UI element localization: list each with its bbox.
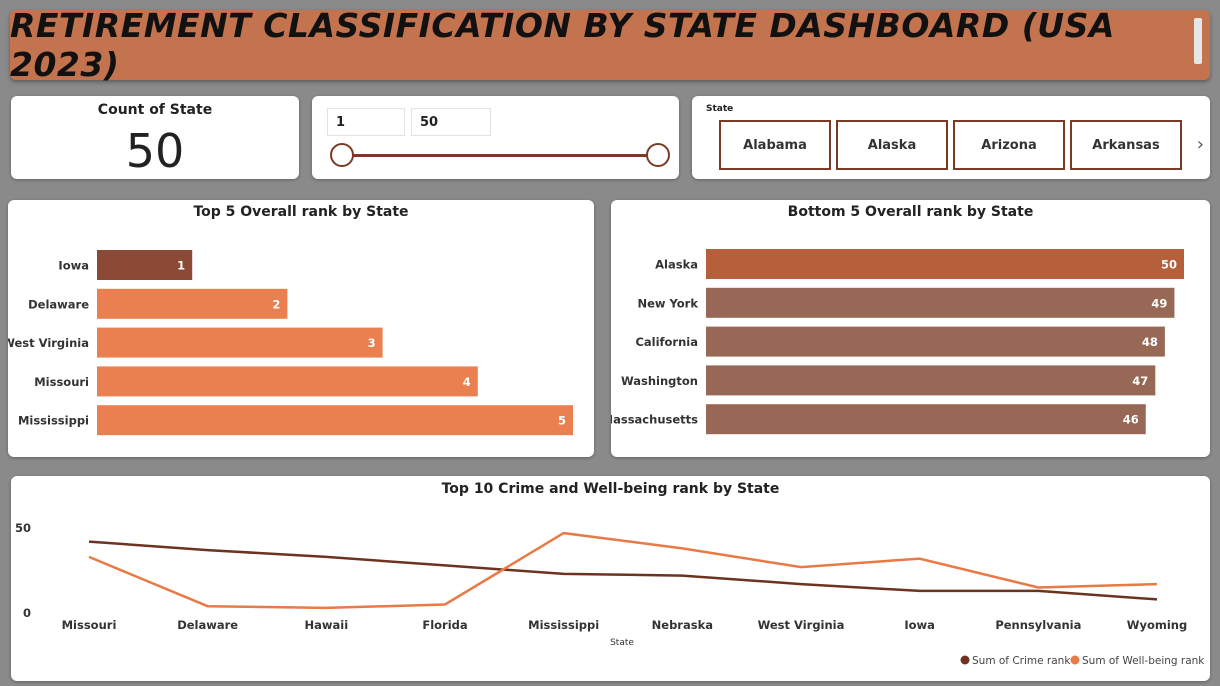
data-label-delaware: 2	[272, 297, 280, 311]
bar-iowa[interactable]	[97, 250, 193, 280]
top5-chart-title: Top 5 Overall rank by State	[193, 204, 409, 220]
chevron-right-icon[interactable]: ›	[1196, 134, 1204, 155]
top5-bar-chart: Iowa 1 Delaware 2 West Virginia 3 Missouri 4 Mis…	[8, 250, 573, 436]
y-tick-label-mississippi: Mississippi	[18, 414, 89, 428]
y-tick-label-west-virginia: West Virginia	[8, 336, 89, 350]
range-slider-max-handle[interactable]	[646, 143, 670, 167]
state-slicer: State Alabama Alaska Arizona Arkansas ›	[692, 96, 1210, 179]
state-option-alaska[interactable]: Alaska	[836, 120, 948, 170]
y-tick-label-delaware: Delaware	[28, 297, 89, 311]
y-tick-label-washington: Washington	[621, 374, 698, 388]
y-tick-label-massachusetts: Massachusetts	[611, 413, 698, 427]
state-option-alabama[interactable]: Alabama	[719, 120, 831, 170]
top5-chart-card: Top 5 Overall rank by State Iowa 1 Delawar…	[8, 200, 594, 457]
x-tick-label-west-virginia: West Virginia	[758, 618, 845, 632]
crime-wellbeing-line-chart: 0 50 Missouri Delaware Hawaii Florida Mississi…	[15, 521, 1205, 667]
dashboard-title: RETIREMENT CLASSIFICATION BY STATE DASHB…	[10, 6, 1115, 84]
data-label-west-virginia: 3	[368, 336, 376, 350]
range-max-input[interactable]: 50	[411, 108, 491, 136]
y-tick-label-0: 0	[23, 606, 31, 620]
series-line-sum-of-crime-rank[interactable]	[88, 540, 1158, 601]
y-tick-label-new-york: New York	[637, 296, 698, 310]
bar-california[interactable]	[706, 326, 1165, 357]
range-slider-min-handle[interactable]	[330, 143, 354, 167]
line-chart-title: Top 10 Crime and Well-being rank by Stat…	[441, 481, 780, 497]
data-label-california: 48	[1142, 335, 1158, 349]
series-line-sum-of-well-being-rank[interactable]	[88, 531, 1158, 610]
y-tick-label-50: 50	[15, 521, 31, 535]
x-tick-label-pennsylvania: Pennsylvania	[995, 618, 1081, 632]
x-tick-label-iowa: Iowa	[904, 618, 935, 632]
kpi-value: 50	[125, 124, 185, 178]
bar-new-york[interactable]	[706, 287, 1175, 318]
range-slider-track[interactable]	[342, 154, 658, 157]
bottom5-chart-title: Bottom 5 Overall rank by State	[787, 204, 1034, 220]
data-label-alaska: 50	[1161, 258, 1177, 272]
bar-missouri[interactable]	[97, 366, 478, 397]
bar-delaware[interactable]	[97, 288, 288, 319]
bar-alaska[interactable]	[706, 249, 1184, 279]
range-min-input[interactable]: 1	[327, 108, 405, 136]
bar-west-virginia[interactable]	[97, 327, 383, 358]
x-tick-label-mississippi: Mississippi	[528, 618, 599, 632]
y-tick-label-california: California	[635, 335, 698, 349]
rank-range-slicer: 1 50	[312, 96, 679, 179]
x-tick-label-nebraska: Nebraska	[652, 618, 713, 632]
header-scrollbar[interactable]	[1194, 18, 1202, 64]
bar-mississippi[interactable]	[97, 405, 573, 436]
state-option-arizona[interactable]: Arizona	[953, 120, 1065, 170]
bar-washington[interactable]	[706, 365, 1156, 396]
legend-label-sum-of-well-being-rank: Sum of Well-being rank	[1082, 655, 1205, 667]
legend-marker-sum-of-well-being-rank	[1070, 655, 1080, 665]
state-slicer-label: State	[706, 104, 734, 114]
data-label-new-york: 49	[1151, 296, 1167, 310]
dashboard-header: RETIREMENT CLASSIFICATION BY STATE DASHB…	[10, 6, 1210, 84]
data-label-iowa: 1	[177, 259, 185, 273]
legend-label-sum-of-crime-rank: Sum of Crime rank	[972, 655, 1071, 667]
data-label-washington: 47	[1132, 374, 1148, 388]
y-tick-label-missouri: Missouri	[34, 375, 89, 389]
x-tick-label-florida: Florida	[422, 618, 467, 632]
x-tick-label-missouri: Missouri	[62, 618, 117, 632]
bar-massachusetts[interactable]	[706, 404, 1146, 435]
kpi-label: Count of State	[97, 102, 213, 118]
x-tick-label-delaware: Delaware	[177, 618, 238, 632]
legend-marker-sum-of-crime-rank	[960, 655, 970, 665]
state-option-arkansas[interactable]: Arkansas	[1070, 120, 1182, 170]
x-tick-label-wyoming: Wyoming	[1127, 618, 1187, 632]
data-label-massachusetts: 46	[1123, 413, 1139, 427]
x-axis-label: State	[610, 638, 634, 648]
y-tick-label-alaska: Alaska	[655, 258, 698, 272]
data-label-mississippi: 5	[558, 414, 566, 428]
bottom5-bar-chart: Alaska 50 New York 49 California 48 Washington…	[611, 249, 1184, 435]
bottom5-chart-card: Bottom 5 Overall rank by State Alaska 50 N…	[611, 200, 1210, 457]
x-tick-label-hawaii: Hawaii	[305, 618, 349, 632]
data-label-missouri: 4	[463, 375, 471, 389]
kpi-card: Count of State 50	[11, 96, 299, 179]
crime-wellbeing-chart-card: Top 10 Crime and Well-being rank by Stat…	[11, 476, 1210, 681]
y-tick-label-iowa: Iowa	[58, 259, 89, 273]
